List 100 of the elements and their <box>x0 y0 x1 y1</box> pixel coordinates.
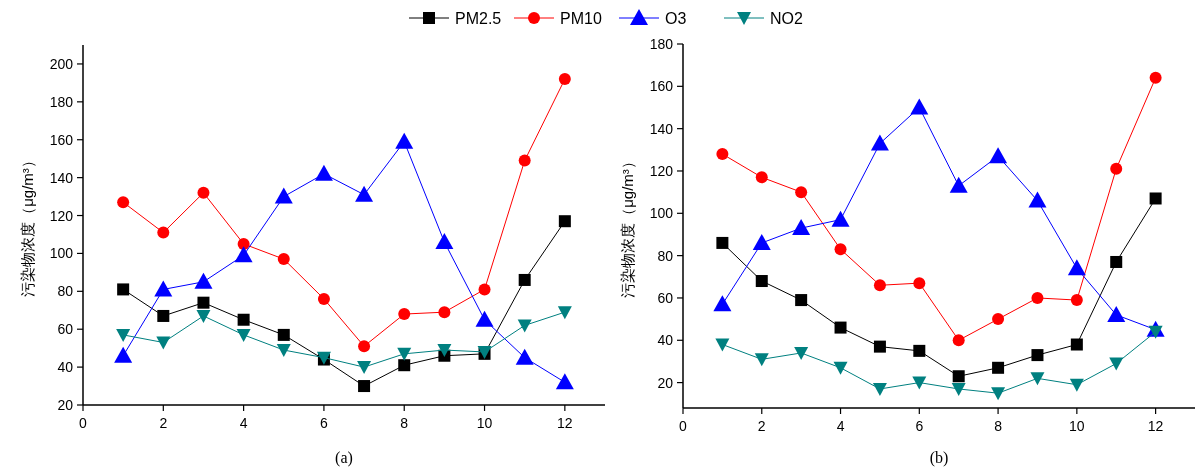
point <box>1031 349 1044 362</box>
point <box>517 319 532 333</box>
point <box>913 277 926 290</box>
text: (b) <box>929 449 949 467</box>
point <box>157 226 170 239</box>
y-tick-label: 180 <box>649 36 674 52</box>
point <box>794 346 809 360</box>
point <box>518 273 531 286</box>
point <box>398 308 411 321</box>
x-tick-label: 0 <box>79 415 88 431</box>
point <box>1031 291 1044 304</box>
point <box>872 382 887 396</box>
point <box>274 187 293 204</box>
point <box>438 306 451 319</box>
point <box>518 154 531 167</box>
y-tick-label: 60 <box>657 289 674 306</box>
point <box>1028 191 1047 208</box>
point <box>236 328 251 342</box>
point <box>475 310 494 327</box>
y-tick-label: 20 <box>57 397 74 413</box>
point <box>873 340 886 353</box>
point <box>1069 378 1084 392</box>
point <box>358 340 371 353</box>
legend-label: O3 <box>665 10 687 27</box>
y-tick-label: 200 <box>49 55 74 72</box>
y-tick-label: 140 <box>49 169 74 186</box>
point <box>1030 372 1045 386</box>
point <box>952 334 965 347</box>
y-tick-label: 140 <box>649 120 674 137</box>
y-tick-label: 120 <box>49 207 74 224</box>
point <box>117 283 130 296</box>
y-tick-label: 40 <box>657 332 674 349</box>
point <box>197 186 210 199</box>
point <box>154 280 173 297</box>
point <box>557 306 572 320</box>
x-tick-label: 0 <box>679 418 688 434</box>
y-axis-title: 污染物浓度（μg/m³） <box>19 153 36 297</box>
point <box>558 73 571 86</box>
legend-label: NO2 <box>770 10 803 27</box>
y-tick-label: 40 <box>57 359 74 376</box>
point <box>912 376 927 390</box>
y-tick-label: 60 <box>57 321 74 338</box>
y-tick-label: 180 <box>49 93 74 110</box>
x-tick-label: 4 <box>836 418 845 434</box>
y-axis-title: 污染物浓度（μg/m³） <box>619 154 636 298</box>
x-tick-label: 12 <box>557 415 573 431</box>
y-tick-label: 100 <box>49 245 74 262</box>
point <box>713 295 732 312</box>
point <box>437 344 452 358</box>
x-tick-label: 4 <box>239 415 248 431</box>
y-tick-label: 160 <box>649 78 674 95</box>
point <box>992 313 1005 326</box>
legend-label: PM10 <box>560 10 602 27</box>
point <box>755 171 768 184</box>
point <box>398 359 411 372</box>
point <box>991 387 1006 401</box>
y-tick-label: 20 <box>657 374 674 391</box>
point <box>834 243 847 256</box>
point <box>870 134 889 151</box>
x-tick-label: 6 <box>915 418 924 434</box>
x-tick-label: 10 <box>476 415 493 431</box>
point <box>873 279 886 292</box>
point <box>277 328 290 341</box>
point <box>355 185 374 202</box>
point <box>716 236 729 249</box>
point <box>395 132 414 149</box>
point <box>913 344 926 357</box>
point <box>194 272 213 289</box>
y-tick-label: 80 <box>657 247 674 264</box>
point <box>114 346 133 363</box>
point <box>277 253 290 266</box>
point <box>833 361 848 375</box>
point <box>951 382 966 396</box>
point <box>795 294 808 307</box>
x-tick-label: 6 <box>320 415 329 431</box>
x-tick-label: 12 <box>1147 418 1164 434</box>
point <box>715 338 730 352</box>
legend-label: PM2.5 <box>455 10 502 27</box>
point <box>117 196 130 209</box>
point <box>910 98 929 115</box>
y-tick-label: 80 <box>57 283 74 300</box>
point <box>276 344 291 358</box>
point <box>754 353 769 367</box>
point <box>478 283 491 296</box>
point <box>1070 294 1083 307</box>
point <box>157 309 170 322</box>
point <box>237 237 250 250</box>
point <box>1067 259 1086 276</box>
point <box>752 233 771 250</box>
x-tick-label: 8 <box>994 418 1003 434</box>
x-tick-label: 10 <box>1069 418 1085 434</box>
point <box>358 380 371 393</box>
point <box>952 370 965 383</box>
x-tick-label: 2 <box>757 418 766 434</box>
point <box>197 296 210 309</box>
point <box>1110 162 1123 175</box>
point <box>1070 338 1083 351</box>
point <box>792 219 811 236</box>
point <box>397 347 412 361</box>
point <box>834 321 847 334</box>
